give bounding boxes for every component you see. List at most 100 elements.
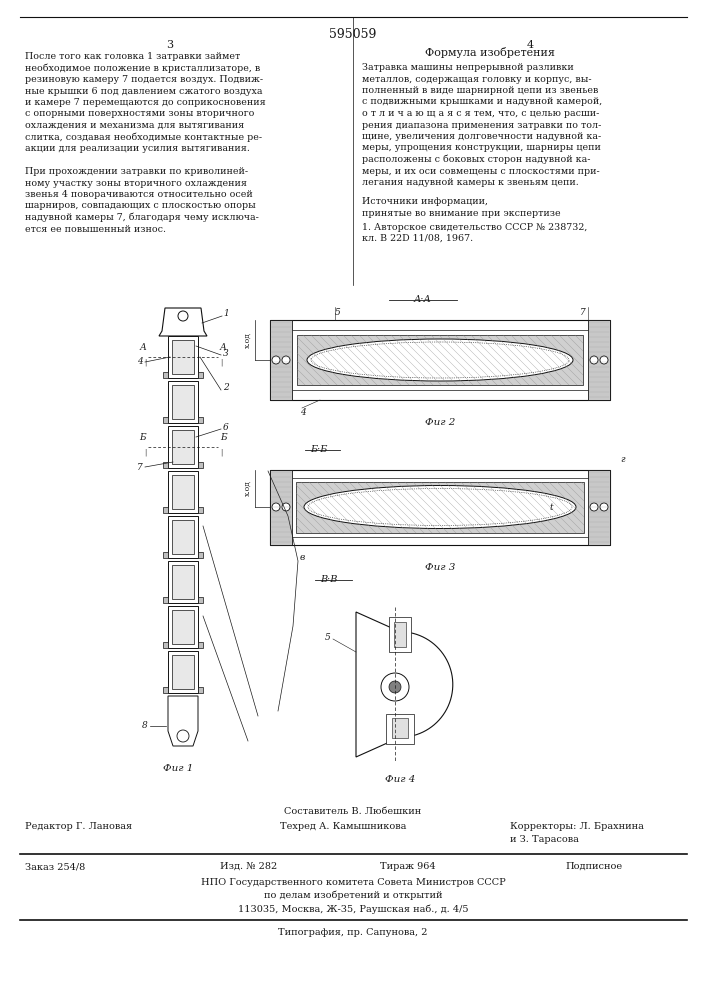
Text: принятые во внимание при экспертизе: принятые во внимание при экспертизе: [362, 209, 561, 218]
Text: 4: 4: [300, 408, 305, 417]
Bar: [168, 651, 198, 693]
Bar: [172, 655, 194, 689]
Polygon shape: [168, 696, 198, 746]
Text: необходимое положение в кристаллизаторе, в: необходимое положение в кристаллизаторе,…: [25, 64, 260, 73]
Text: Фиг 4: Фиг 4: [385, 775, 415, 784]
Text: 3: 3: [223, 349, 229, 358]
Circle shape: [590, 503, 598, 511]
Circle shape: [272, 503, 280, 511]
Text: надувной камеры 7, благодаря чему исключа-: надувной камеры 7, благодаря чему исключ…: [25, 213, 259, 223]
Text: 2: 2: [223, 383, 229, 392]
Polygon shape: [356, 612, 452, 757]
Bar: [588, 320, 610, 400]
Circle shape: [282, 356, 290, 364]
Circle shape: [600, 356, 608, 364]
Bar: [198, 417, 203, 423]
Text: и камере 7 перемещаются до соприкосновения: и камере 7 перемещаются до соприкосновен…: [25, 98, 266, 107]
Bar: [163, 417, 168, 423]
Text: 5: 5: [325, 633, 331, 642]
Text: |: |: [220, 448, 222, 456]
Text: металлов, содержащая головку и корпус, вы-: металлов, содержащая головку и корпус, в…: [362, 75, 592, 84]
Text: |: |: [144, 448, 146, 456]
Text: А: А: [139, 343, 146, 352]
Polygon shape: [159, 308, 207, 336]
Text: ется ее повышенный износ.: ется ее повышенный износ.: [25, 225, 166, 233]
Bar: [198, 372, 203, 378]
Text: рения диапазона применения затравки по тол-: рения диапазона применения затравки по т…: [362, 120, 602, 129]
Bar: [168, 336, 198, 378]
Bar: [163, 372, 168, 378]
Circle shape: [272, 356, 280, 364]
Bar: [168, 516, 198, 558]
Text: После того как головка 1 затравки займет: После того как головка 1 затравки займет: [25, 52, 240, 61]
Text: с подвижными крышками и надувной камерой,: с подвижными крышками и надувной камерой…: [362, 98, 602, 106]
Text: 8: 8: [142, 722, 148, 730]
Text: кл. В 22D 11/08, 1967.: кл. В 22D 11/08, 1967.: [362, 234, 473, 243]
Bar: [172, 475, 194, 509]
Circle shape: [389, 681, 401, 693]
Bar: [163, 462, 168, 468]
Bar: [172, 430, 194, 464]
Bar: [270, 470, 292, 545]
Bar: [198, 552, 203, 558]
Bar: [270, 320, 292, 400]
Text: расположены с боковых сторон надувной ка-: расположены с боковых сторон надувной ка…: [362, 155, 590, 164]
Bar: [198, 687, 203, 693]
Text: резиновую камеру 7 подается воздух. Подвиж-: резиновую камеру 7 подается воздух. Подв…: [25, 75, 263, 84]
Circle shape: [177, 730, 189, 742]
Bar: [588, 470, 610, 545]
Text: Заказ 254/8: Заказ 254/8: [25, 862, 86, 871]
Text: Корректоры: Л. Брахнина: Корректоры: Л. Брахнина: [510, 822, 644, 831]
Bar: [168, 561, 198, 603]
Text: 7: 7: [580, 308, 586, 317]
Text: легания надувной камеры к звеньям цепи.: легания надувной камеры к звеньям цепи.: [362, 178, 579, 187]
Text: и З. Тарасова: и З. Тарасова: [510, 835, 579, 844]
Text: Фиг 3: Фиг 3: [425, 563, 455, 572]
Text: Затравка машины непрерывной разливки: Затравка машины непрерывной разливки: [362, 63, 574, 72]
Text: х.од: х.од: [244, 480, 252, 496]
Text: Изд. № 282: Изд. № 282: [220, 862, 277, 871]
Text: А: А: [220, 343, 227, 352]
Text: г: г: [620, 455, 624, 464]
Bar: [163, 552, 168, 558]
Text: Типография, пр. Сапунова, 2: Типография, пр. Сапунова, 2: [279, 928, 428, 937]
Bar: [292, 330, 588, 390]
Bar: [172, 385, 194, 419]
Text: ные крышки 6 под давлением сжатого воздуха: ные крышки 6 под давлением сжатого возду…: [25, 87, 262, 96]
Bar: [163, 687, 168, 693]
Bar: [292, 478, 588, 537]
Bar: [270, 470, 610, 545]
Text: НПО Государственного комитета Совета Министров СССР: НПО Государственного комитета Совета Мин…: [201, 878, 506, 887]
Text: щине, увеличения долговечности надувной ка-: щине, увеличения долговечности надувной …: [362, 132, 601, 141]
Circle shape: [282, 503, 290, 511]
Text: шарниров, совпадающих с плоскостью опоры: шарниров, совпадающих с плоскостью опоры: [25, 202, 256, 211]
Bar: [163, 642, 168, 648]
Text: 5: 5: [335, 308, 341, 317]
Bar: [198, 507, 203, 513]
Text: Техред А. Камышникова: Техред А. Камышникова: [280, 822, 407, 831]
Text: ному участку зоны вторичного охлаждения: ному участку зоны вторичного охлаждения: [25, 178, 247, 188]
Circle shape: [178, 311, 188, 321]
Bar: [168, 381, 198, 423]
Bar: [270, 320, 610, 400]
Text: охлаждения и механизма для вытягивания: охлаждения и механизма для вытягивания: [25, 121, 244, 130]
Text: Б: Б: [139, 433, 146, 442]
Text: полненный в виде шарнирной цепи из звеньев: полненный в виде шарнирной цепи из звень…: [362, 86, 598, 95]
Text: t: t: [550, 502, 554, 512]
Text: |: |: [220, 358, 222, 366]
Text: слитка, создавая необходимые контактные ре-: слитка, создавая необходимые контактные …: [25, 132, 262, 142]
Text: 113035, Москва, Ж-35, Раушская наб., д. 4/5: 113035, Москва, Ж-35, Раушская наб., д. …: [238, 904, 468, 914]
Bar: [172, 610, 194, 644]
Circle shape: [381, 673, 409, 701]
Text: 3: 3: [166, 40, 173, 50]
Text: В·В: В·В: [320, 575, 337, 584]
Bar: [297, 335, 583, 385]
Bar: [163, 507, 168, 513]
Bar: [168, 606, 198, 648]
Text: |: |: [144, 358, 146, 366]
Bar: [389, 617, 411, 652]
Bar: [163, 597, 168, 603]
Text: звенья 4 поворачиваются относительно осей: звенья 4 поворачиваются относительно осе…: [25, 190, 252, 199]
Text: Подписное: Подписное: [565, 862, 622, 871]
Text: меры, упрощения конструкции, шарниры цепи: меры, упрощения конструкции, шарниры цеп…: [362, 143, 601, 152]
